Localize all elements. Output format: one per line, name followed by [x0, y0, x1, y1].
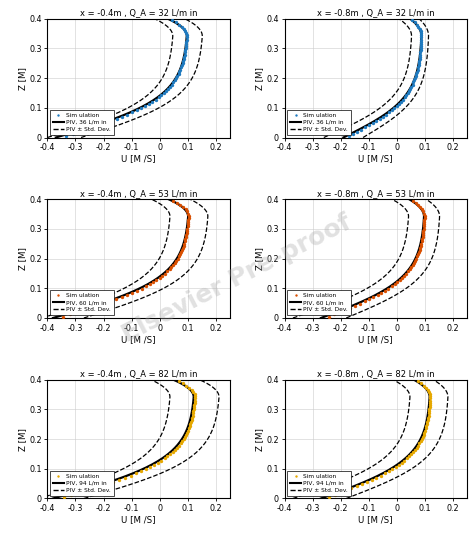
Y-axis label: Z [M]: Z [M] [18, 428, 27, 451]
Text: Elsevier Pre-proof: Elsevier Pre-proof [118, 210, 356, 347]
Legend: Sim ulation, PIV, 60 L/m in, PIV ± Std. Dev.: Sim ulation, PIV, 60 L/m in, PIV ± Std. … [50, 291, 114, 315]
Y-axis label: Z [M]: Z [M] [255, 66, 264, 90]
Legend: Sim ulation, PIV, 36 L/m in, PIV ± Std. Dev.: Sim ulation, PIV, 36 L/m in, PIV ± Std. … [50, 110, 114, 135]
Title: x = -0.4m , Q_A = 82 L/m in: x = -0.4m , Q_A = 82 L/m in [80, 369, 197, 378]
Title: x = -0.8m , Q_A = 53 L/m in: x = -0.8m , Q_A = 53 L/m in [317, 189, 435, 198]
Legend: Sim ulation, PIV, 94 L/m in, PIV ± Std. Dev.: Sim ulation, PIV, 94 L/m in, PIV ± Std. … [50, 471, 114, 496]
Legend: Sim ulation, PIV, 60 L/m in, PIV ± Std. Dev.: Sim ulation, PIV, 60 L/m in, PIV ± Std. … [287, 291, 351, 315]
Title: x = -0.8m , Q_A = 32 L/m in: x = -0.8m , Q_A = 32 L/m in [317, 8, 435, 17]
Y-axis label: Z [M]: Z [M] [18, 247, 27, 270]
Legend: Sim ulation, PIV, 94 L/m in, PIV ± Std. Dev.: Sim ulation, PIV, 94 L/m in, PIV ± Std. … [287, 471, 351, 496]
X-axis label: U [M /S]: U [M /S] [121, 154, 156, 163]
X-axis label: U [M /S]: U [M /S] [121, 334, 156, 344]
Y-axis label: Z [M]: Z [M] [255, 247, 264, 270]
Legend: Sim ulation, PIV, 36 L/m in, PIV ± Std. Dev.: Sim ulation, PIV, 36 L/m in, PIV ± Std. … [287, 110, 351, 135]
Y-axis label: Z [M]: Z [M] [255, 428, 264, 451]
Title: x = -0.4m , Q_A = 53 L/m in: x = -0.4m , Q_A = 53 L/m in [80, 189, 197, 198]
X-axis label: U [M /S]: U [M /S] [121, 515, 156, 524]
X-axis label: U [M /S]: U [M /S] [358, 515, 393, 524]
Title: x = -0.8m , Q_A = 82 L/m in: x = -0.8m , Q_A = 82 L/m in [317, 369, 435, 378]
Title: x = -0.4m , Q_A = 32 L/m in: x = -0.4m , Q_A = 32 L/m in [80, 8, 197, 17]
X-axis label: U [M /S]: U [M /S] [358, 334, 393, 344]
X-axis label: U [M /S]: U [M /S] [358, 154, 393, 163]
Y-axis label: Z [M]: Z [M] [18, 66, 27, 90]
